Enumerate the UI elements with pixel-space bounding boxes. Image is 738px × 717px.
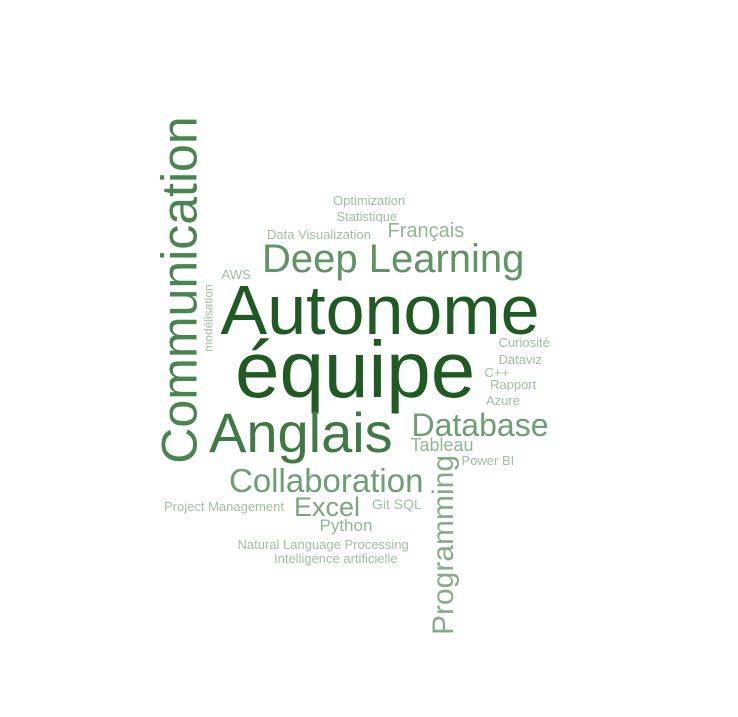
word-natural-language-processing: Natural Language Processing <box>238 538 409 551</box>
word-tableau: Tableau <box>411 436 474 454</box>
word-deep-learning: Deep Learning <box>262 239 524 279</box>
word-dataviz: Dataviz <box>499 353 542 366</box>
word-modelisation: modélisation <box>202 284 214 351</box>
word-statistique: Statistique <box>337 210 398 223</box>
word-programming: Programming <box>429 455 459 635</box>
word-azure: Azure <box>486 394 520 407</box>
word-optimization: Optimization <box>333 194 405 207</box>
word-python: Python <box>320 517 373 534</box>
word-curiosite: Curiosité <box>499 336 550 349</box>
word-aws: AWS <box>222 268 251 281</box>
word-francais: Français <box>388 221 465 241</box>
word-data-visualization: Data Visualization <box>267 228 371 241</box>
word-project-management: Project Management <box>164 500 284 513</box>
word-power-bi: Power BI <box>462 454 515 467</box>
word-autonome: Autonome <box>221 275 540 345</box>
word-rapport: Rapport <box>490 378 536 391</box>
word-anglais: Anglais <box>209 405 393 461</box>
word-git-sql: Git SQL <box>372 497 422 511</box>
word-communication: Communication <box>154 116 204 463</box>
word-intelligence-artificielle: Intelligence artificielle <box>274 552 398 565</box>
